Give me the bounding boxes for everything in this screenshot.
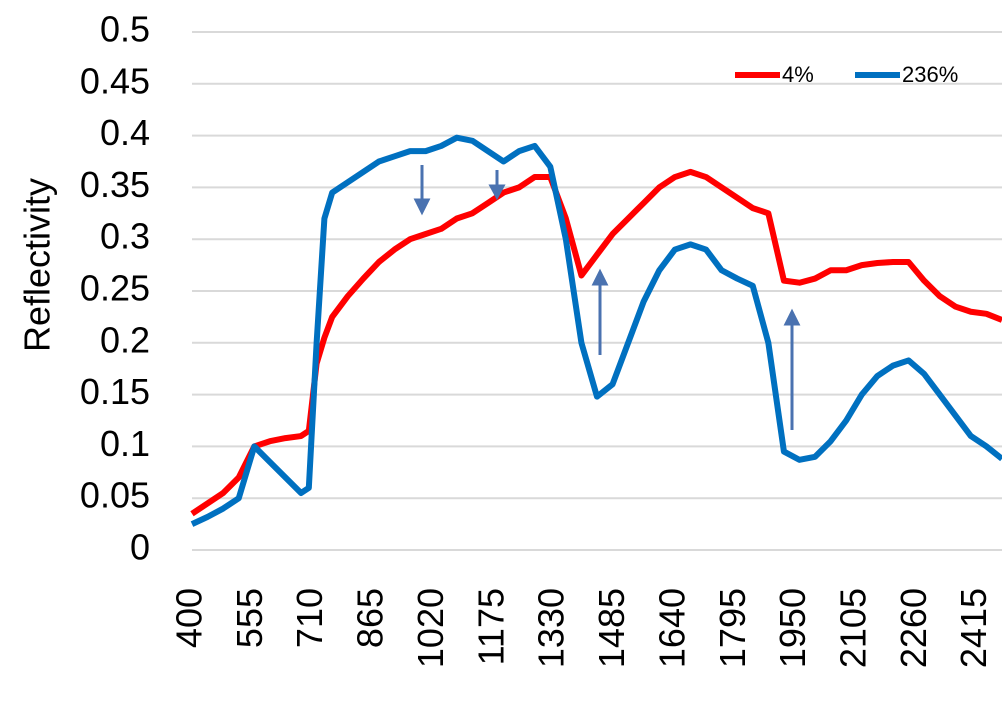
x-tick-label: 1175: [470, 588, 511, 665]
y-tick-label: 0.5: [100, 9, 150, 50]
x-tick-label: 2105: [832, 588, 873, 668]
lines: [190, 134, 1002, 527]
legend: 4% 236%: [735, 62, 958, 87]
x-tick-label: 2415: [953, 588, 994, 668]
x-tick-label: 1485: [591, 588, 632, 668]
x-tick-label: 1795: [712, 588, 753, 668]
x-tick-label: 400: [169, 588, 210, 648]
legend-label: 4%: [782, 62, 814, 87]
y-tick-label: 0.25: [80, 268, 150, 309]
y-tick-label: 0.45: [80, 60, 150, 101]
x-tick-label: 1640: [651, 588, 692, 668]
y-tick-label: 0: [130, 527, 150, 568]
y-tick-label: 0.4: [100, 112, 150, 153]
y-axis-title: Reflectivity: [17, 178, 58, 352]
x-tick-label: 555: [229, 588, 270, 648]
y-tick-label: 0.3: [100, 216, 150, 257]
arrow-head: [413, 198, 431, 216]
y-tick-label: 0.2: [100, 319, 150, 360]
y-tick-label: 0.1: [100, 423, 150, 464]
arrows: [413, 165, 801, 430]
arrow-head: [591, 268, 609, 286]
y-tick-label: 0.15: [80, 371, 150, 412]
x-tick-label: 865: [350, 588, 391, 648]
y-tick-label: 0.35: [80, 164, 150, 205]
x-tick-label: 2260: [893, 588, 934, 668]
x-tick-label: 1950: [772, 588, 813, 668]
y-tick-label: 0.05: [80, 475, 150, 516]
grid: [192, 31, 1002, 551]
series-line: [190, 134, 1002, 527]
legend-label: 236%: [902, 62, 958, 87]
x-tick-label: 1020: [410, 588, 451, 668]
arrow-head: [783, 308, 801, 326]
x-tick-label: 710: [289, 588, 330, 648]
x-tick-label: 1330: [531, 588, 572, 668]
arrow-head: [488, 184, 506, 201]
